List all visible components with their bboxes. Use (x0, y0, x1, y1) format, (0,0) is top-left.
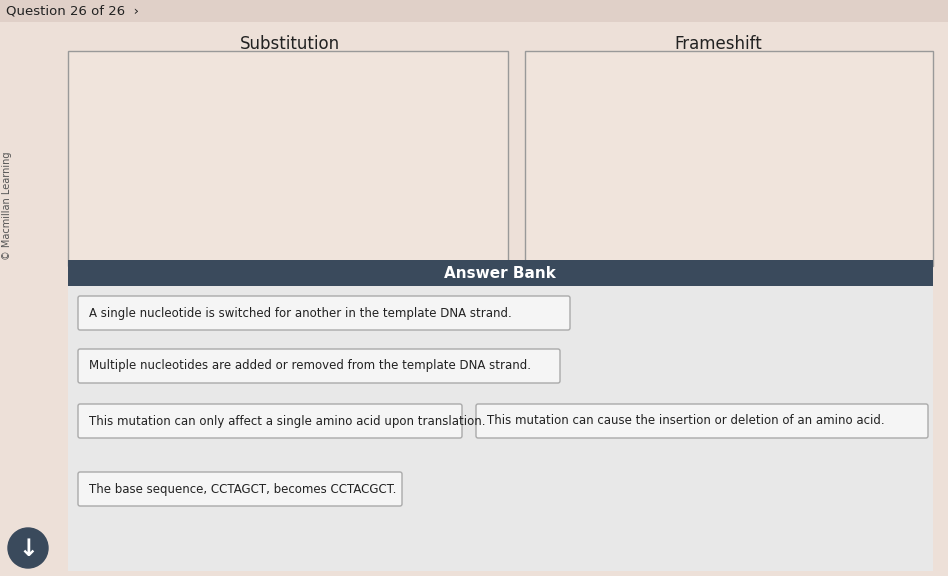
Text: A single nucleotide is switched for another in the template DNA strand.: A single nucleotide is switched for anot… (89, 306, 512, 320)
Circle shape (8, 528, 48, 568)
FancyBboxPatch shape (525, 51, 933, 266)
Text: The base sequence, CCTAGCT, becomes CCTACGCT.: The base sequence, CCTAGCT, becomes CCTA… (89, 483, 396, 495)
FancyBboxPatch shape (68, 51, 508, 266)
Text: Question 26 of 26  ›: Question 26 of 26 › (6, 5, 139, 17)
Text: This mutation can cause the insertion or deletion of an amino acid.: This mutation can cause the insertion or… (487, 415, 884, 427)
FancyBboxPatch shape (78, 472, 402, 506)
Text: Frameshift: Frameshift (674, 35, 762, 53)
FancyBboxPatch shape (78, 296, 570, 330)
Text: ↓: ↓ (18, 537, 38, 561)
FancyBboxPatch shape (68, 260, 933, 286)
FancyBboxPatch shape (68, 286, 933, 571)
Text: © Macmillan Learning: © Macmillan Learning (2, 151, 12, 260)
FancyBboxPatch shape (78, 404, 462, 438)
FancyBboxPatch shape (0, 0, 948, 22)
Text: This mutation can only affect a single amino acid upon translation.: This mutation can only affect a single a… (89, 415, 485, 427)
Text: Answer Bank: Answer Bank (444, 266, 556, 281)
Text: Substitution: Substitution (240, 35, 340, 53)
FancyBboxPatch shape (476, 404, 928, 438)
FancyBboxPatch shape (78, 349, 560, 383)
Text: Multiple nucleotides are added or removed from the template DNA strand.: Multiple nucleotides are added or remove… (89, 359, 531, 373)
